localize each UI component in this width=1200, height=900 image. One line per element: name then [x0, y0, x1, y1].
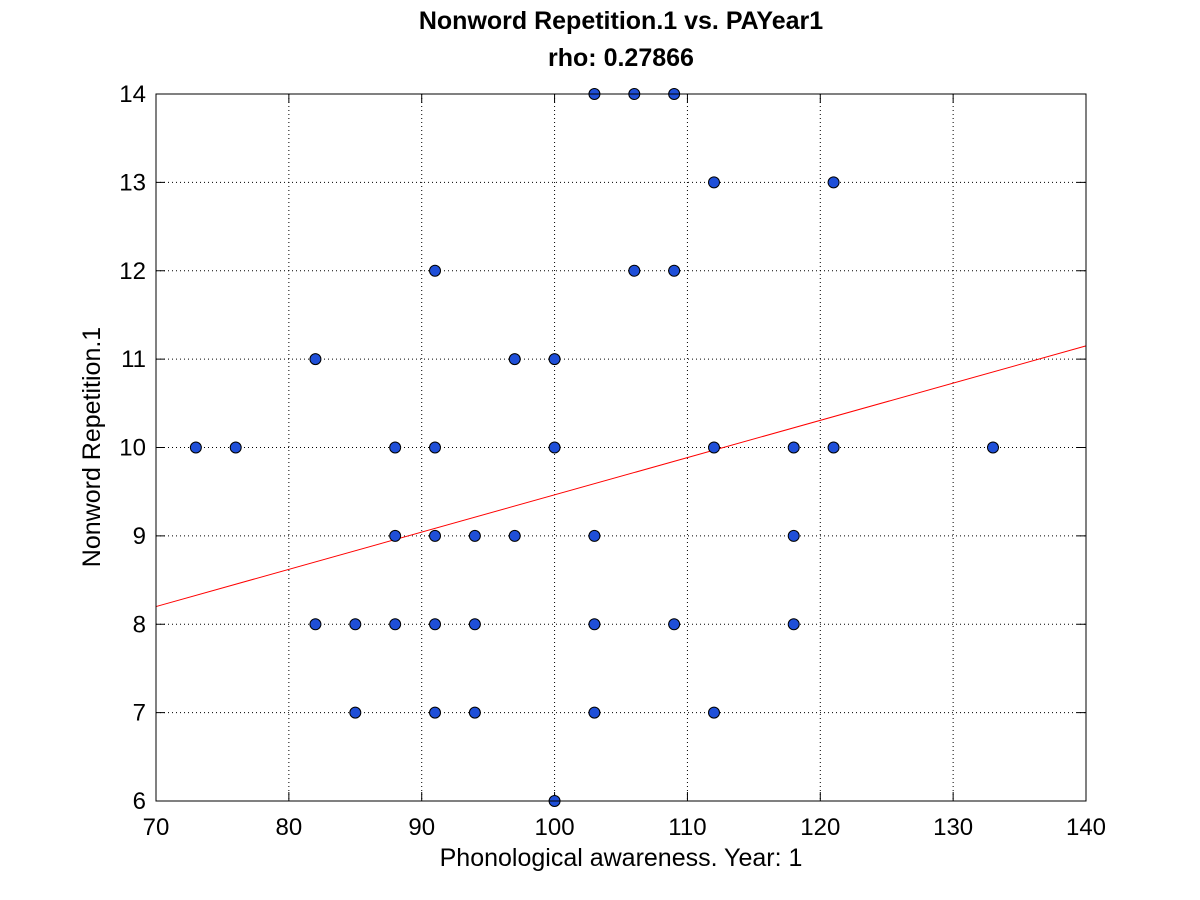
chart-title: Nonword Repetition.1 vs. PAYear1 — [419, 7, 823, 35]
x-tick-label: 120 — [800, 814, 840, 841]
data-point — [668, 618, 681, 631]
plot-frame — [155, 93, 1087, 802]
data-point — [468, 706, 481, 719]
data-point — [229, 441, 242, 454]
x-tick-label: 100 — [535, 814, 575, 841]
data-point — [548, 353, 561, 366]
data-point — [468, 618, 481, 631]
data-point — [987, 441, 999, 454]
data-point — [708, 176, 720, 189]
data-point — [468, 529, 481, 542]
data-point — [827, 176, 840, 189]
x-tick-label: 110 — [668, 814, 706, 841]
data-point — [787, 441, 800, 454]
fit-line — [155, 345, 1087, 608]
y-tick-label: 13 — [119, 169, 146, 196]
data-point — [588, 706, 601, 719]
fit-line-group — [155, 345, 1087, 608]
data-point — [708, 706, 720, 719]
x-tick-label: 130 — [933, 814, 973, 841]
x-axis-label: Phonological awareness. Year: 1 — [440, 844, 803, 872]
data-point — [787, 618, 800, 631]
y-axis-label: Nonword Repetition.1 — [78, 327, 106, 567]
y-tick-label: 12 — [119, 258, 146, 285]
data-points — [189, 88, 999, 807]
data-point — [588, 529, 601, 542]
data-point — [349, 618, 362, 631]
data-point — [429, 264, 441, 277]
data-point — [548, 441, 561, 454]
y-tick-label: 14 — [119, 81, 146, 108]
data-point — [429, 618, 441, 631]
data-point — [429, 529, 441, 542]
data-point — [309, 353, 322, 366]
data-point — [668, 264, 681, 277]
data-point — [827, 441, 840, 454]
data-point — [389, 618, 402, 631]
axis-ticks: 70 80 90 100 110 120 130 140 6 7 8 9 10 11 12 13 14 — [119, 81, 1106, 841]
x-tick-label: 70 — [143, 814, 170, 841]
data-point — [309, 618, 322, 631]
data-point — [389, 441, 402, 454]
data-point — [628, 264, 641, 277]
y-tick-label: 11 — [121, 346, 146, 373]
y-tick-label: 10 — [119, 435, 146, 462]
grid-lines — [156, 94, 1086, 801]
data-point — [508, 353, 521, 366]
data-point — [588, 618, 601, 631]
y-tick-label: 6 — [133, 788, 146, 815]
data-point — [708, 441, 720, 454]
data-point — [508, 529, 521, 542]
y-tick-label: 8 — [133, 611, 146, 638]
data-point — [429, 706, 441, 719]
data-point — [429, 441, 441, 454]
x-tick-label: 140 — [1066, 814, 1106, 841]
x-tick-label: 80 — [276, 814, 303, 841]
data-point — [189, 441, 202, 454]
y-tick-label: 7 — [133, 700, 146, 727]
y-tick-label: 9 — [133, 523, 146, 550]
data-point — [349, 706, 362, 719]
x-tick-label: 90 — [408, 814, 435, 841]
data-point — [389, 529, 402, 542]
data-point — [787, 529, 800, 542]
chart-subtitle: rho: 0.27866 — [548, 44, 694, 72]
